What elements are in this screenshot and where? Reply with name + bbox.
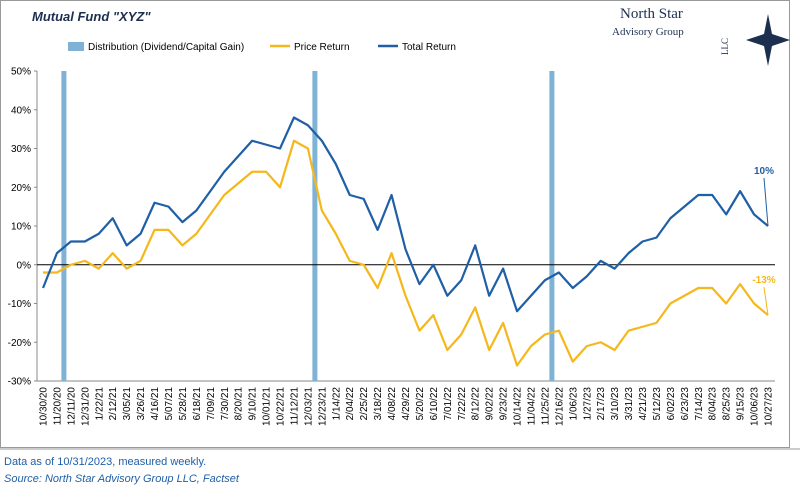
chart-title: Mutual Fund "XYZ": [32, 9, 151, 24]
x-tick-label: 5/20/22: [415, 387, 426, 421]
x-tick-label: 12/16/22: [554, 387, 565, 426]
legend-label: Total Return: [402, 42, 456, 53]
x-tick-label: 12/03/21: [303, 387, 314, 426]
data-label: 10%: [754, 166, 774, 177]
distribution-bar: [61, 71, 67, 381]
x-tick-label: 10/01/21: [262, 387, 273, 426]
x-tick-label: 7/09/21: [206, 387, 217, 421]
x-tick-label: 5/12/23: [652, 387, 663, 421]
x-tick-label: 9/02/22: [485, 387, 496, 421]
logo-name: North Star: [620, 6, 683, 22]
x-tick-label: 8/20/21: [234, 387, 245, 421]
x-tick-label: 4/16/21: [150, 387, 161, 421]
x-tick-label: 7/14/23: [694, 387, 705, 421]
x-tick-label: 12/11/20: [66, 387, 77, 426]
x-tick-label: 3/05/21: [122, 387, 133, 421]
x-tick-label: 12/23/21: [317, 387, 328, 426]
x-tick-label: 2/25/22: [359, 387, 370, 421]
footer-note: Data as of 10/31/2023, measured weekly.: [4, 456, 206, 468]
chart-frame: [0, 0, 790, 448]
x-tick-label: 5/07/21: [164, 387, 175, 421]
x-tick-label: 11/04/22: [526, 387, 537, 426]
x-tick-label: 12/31/20: [80, 387, 91, 426]
legend-swatch: [68, 42, 84, 51]
label-leader: [763, 177, 769, 227]
label-leader: [763, 287, 769, 316]
x-tick-label: 4/08/22: [387, 387, 398, 421]
y-tick-label: 30%: [11, 144, 31, 155]
x-tick-label: 6/23/23: [680, 387, 691, 421]
x-tick-label: 2/04/22: [345, 387, 356, 421]
x-tick-label: 6/10/22: [429, 387, 440, 421]
footer-source: Source: North Star Advisory Group LLC, F…: [4, 473, 240, 485]
legend-label: Price Return: [294, 42, 350, 53]
legend-label: Distribution (Dividend/Capital Gain): [88, 42, 244, 53]
x-tick-label: 7/01/22: [443, 387, 454, 421]
logo-star: [746, 14, 790, 66]
x-tick-label: 9/15/23: [736, 387, 747, 421]
logo-line2: Advisory Group: [612, 26, 684, 38]
series-line: [41, 116, 769, 313]
x-tick-label: 5/28/21: [178, 387, 189, 421]
y-tick-label: -10%: [8, 299, 31, 310]
distribution-bar: [312, 71, 318, 381]
y-tick-label: 40%: [11, 105, 31, 116]
x-tick-label: 9/10/21: [248, 387, 259, 421]
x-tick-label: 11/12/21: [289, 387, 300, 426]
y-tick-label: -30%: [8, 377, 31, 388]
x-tick-label: 8/25/23: [722, 387, 733, 421]
x-tick-label: 9/23/22: [499, 387, 510, 421]
x-tick-label: 11/20/20: [52, 387, 63, 426]
x-tick-label: 4/29/22: [401, 387, 412, 421]
x-tick-label: 1/06/23: [568, 387, 579, 421]
x-tick-label: 7/30/21: [220, 387, 231, 421]
logo: North Star Advisory Group LLC: [612, 6, 790, 66]
x-tick-label: 1/22/21: [94, 387, 105, 421]
x-tick-label: 10/22/21: [276, 387, 287, 426]
x-tick-label: 11/25/22: [540, 387, 551, 426]
x-tick-label: 3/10/23: [610, 387, 621, 421]
y-tick-label: 10%: [11, 222, 31, 233]
distribution-bar: [549, 71, 555, 381]
x-tick-label: 6/02/23: [666, 387, 677, 421]
y-tick-label: 0%: [17, 260, 32, 271]
x-tick-label: 10/27/23: [764, 387, 775, 426]
y-tick-label: -20%: [8, 338, 31, 349]
x-tick-label: 4/21/23: [638, 387, 649, 421]
x-tick-label: 6/18/21: [192, 387, 203, 421]
x-tick-label: 8/12/22: [471, 387, 482, 421]
x-tick-label: 2/12/21: [108, 387, 119, 421]
logo-line3: LLC: [720, 38, 730, 55]
x-tick-label: 10/14/22: [513, 387, 524, 426]
x-tick-label: 8/04/23: [708, 387, 719, 421]
y-tick-label: 20%: [11, 183, 31, 194]
data-label: -13%: [752, 275, 775, 286]
x-tick-label: 10/06/23: [750, 387, 761, 426]
series-line: [43, 139, 769, 367]
x-tick-label: 3/18/22: [373, 387, 384, 421]
x-tick-label: 2/17/23: [596, 387, 607, 421]
x-tick-label: 1/14/22: [331, 387, 342, 421]
x-tick-label: 3/26/21: [136, 387, 147, 421]
x-tick-label: 10/30/20: [39, 387, 50, 426]
x-tick-label: 3/31/23: [624, 387, 635, 421]
y-tick-label: 50%: [11, 67, 31, 78]
x-tick-label: 7/22/22: [457, 387, 468, 421]
x-tick-label: 1/27/23: [582, 387, 593, 421]
